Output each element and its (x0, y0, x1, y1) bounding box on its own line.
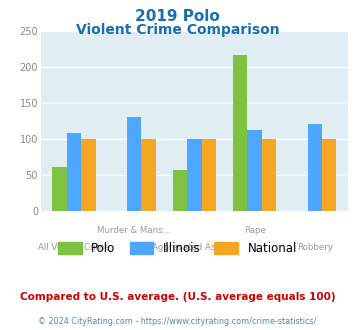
Bar (52, 167, 67, 211)
Text: © 2024 CityRating.com - https://www.cityrating.com/crime-statistics/: © 2024 CityRating.com - https://www.city… (38, 317, 317, 326)
Text: Murder & Mans...: Murder & Mans... (97, 226, 171, 235)
Text: All Violent Crime: All Violent Crime (38, 243, 110, 251)
Bar (307, 124, 322, 211)
Bar (141, 139, 156, 211)
Text: 2019 Polo: 2019 Polo (135, 9, 220, 24)
Bar (233, 55, 247, 211)
Text: Violent Crime Comparison: Violent Crime Comparison (76, 23, 279, 37)
Bar (173, 170, 187, 211)
Text: Aggravated Assault: Aggravated Assault (152, 243, 236, 251)
Text: Compared to U.S. average. (U.S. average equals 100): Compared to U.S. average. (U.S. average … (20, 292, 335, 302)
Text: Robbery: Robbery (297, 243, 333, 251)
Bar (202, 139, 216, 211)
Bar (81, 139, 95, 211)
Bar (127, 117, 141, 211)
Bar (187, 139, 202, 211)
Legend: Polo, Illinois, National: Polo, Illinois, National (53, 237, 302, 260)
Bar (247, 130, 262, 211)
Bar (322, 139, 337, 211)
Bar (262, 139, 276, 211)
Text: Rape: Rape (244, 226, 266, 235)
Bar (67, 133, 81, 211)
